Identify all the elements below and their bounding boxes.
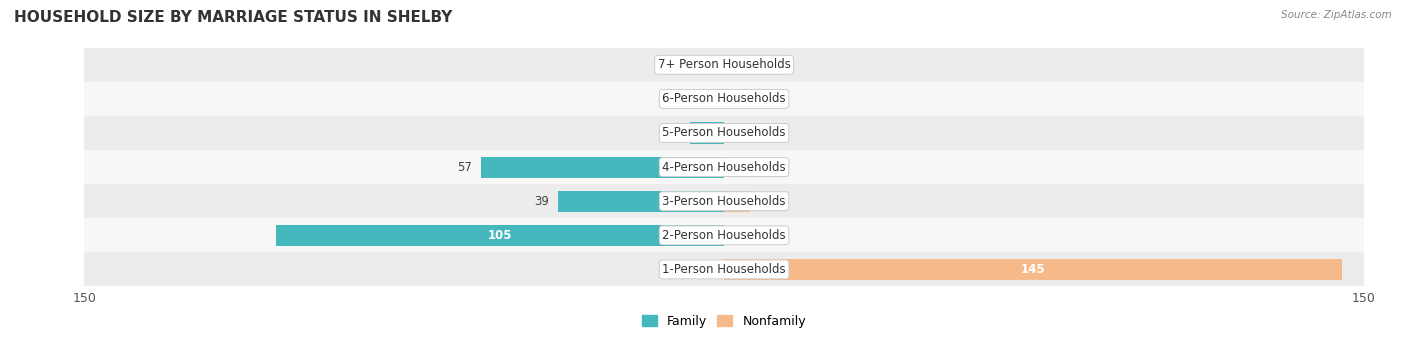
Bar [724, 191, 749, 212]
Text: 0: 0 [733, 229, 740, 242]
Bar [84, 48, 1364, 82]
Text: 0: 0 [733, 92, 740, 105]
Text: 145: 145 [1021, 263, 1046, 276]
Text: 7+ Person Households: 7+ Person Households [658, 58, 790, 71]
Text: 0: 0 [733, 161, 740, 174]
Bar [690, 122, 724, 144]
Bar [724, 259, 1343, 280]
Bar [84, 218, 1364, 252]
Text: 105: 105 [488, 229, 512, 242]
Bar [84, 184, 1364, 218]
Text: 5-Person Households: 5-Person Households [662, 127, 786, 139]
Bar [481, 157, 724, 178]
Text: 0: 0 [709, 92, 716, 105]
Text: 1-Person Households: 1-Person Households [662, 263, 786, 276]
Text: 57: 57 [457, 161, 472, 174]
Text: 2-Person Households: 2-Person Households [662, 229, 786, 242]
Text: 4-Person Households: 4-Person Households [662, 161, 786, 174]
Bar [558, 191, 724, 212]
Text: 6: 6 [758, 195, 766, 208]
Legend: Family, Nonfamily: Family, Nonfamily [637, 310, 811, 333]
Text: 0: 0 [733, 58, 740, 71]
Text: 8: 8 [673, 127, 682, 139]
Bar [84, 82, 1364, 116]
Bar [276, 225, 724, 246]
Bar [84, 116, 1364, 150]
Text: 39: 39 [534, 195, 550, 208]
Bar [84, 252, 1364, 286]
Text: HOUSEHOLD SIZE BY MARRIAGE STATUS IN SHELBY: HOUSEHOLD SIZE BY MARRIAGE STATUS IN SHE… [14, 10, 453, 25]
Text: 3-Person Households: 3-Person Households [662, 195, 786, 208]
Text: 0: 0 [709, 263, 716, 276]
Text: Source: ZipAtlas.com: Source: ZipAtlas.com [1281, 10, 1392, 20]
Bar [84, 150, 1364, 184]
Text: 0: 0 [709, 58, 716, 71]
Text: 6-Person Households: 6-Person Households [662, 92, 786, 105]
Text: 0: 0 [733, 127, 740, 139]
